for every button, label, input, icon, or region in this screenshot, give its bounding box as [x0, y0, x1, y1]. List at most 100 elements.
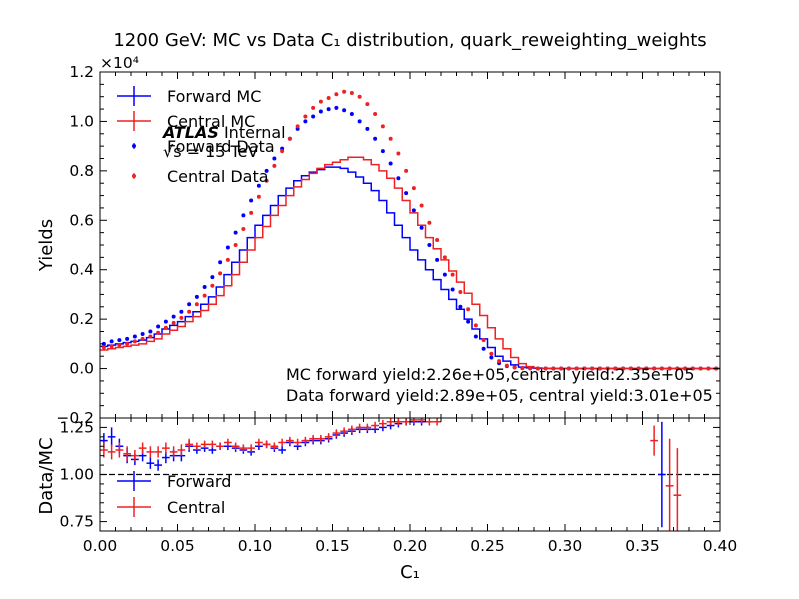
- ratio-y-tick-label: 0.75: [59, 513, 94, 531]
- data-point-central-data: [675, 366, 680, 371]
- data-point-forward-data: [109, 339, 114, 344]
- data-point-forward-data: [132, 334, 137, 339]
- data-point-forward-data: [349, 112, 354, 117]
- data-point-forward-data: [473, 334, 478, 339]
- data-point-forward-data: [202, 285, 207, 290]
- y-offset-label: ×10⁴: [100, 54, 139, 72]
- data-point-forward-data: [357, 119, 362, 124]
- data-point-central-data: [256, 194, 261, 199]
- x-tick-label: 0.35: [625, 537, 660, 555]
- legend-entry-forward: Forward: [117, 471, 231, 491]
- chart-title: 1200 GeV: MC vs Data C₁ distribution, qu…: [113, 30, 706, 51]
- data-point-central-data: [566, 366, 571, 371]
- data-point-central-data: [597, 366, 602, 371]
- data-point-central-data: [419, 203, 424, 208]
- data-point-central-data: [690, 366, 695, 371]
- data-point-central-data: [365, 102, 370, 107]
- legend-entry-central-mc: Central MC: [117, 111, 255, 131]
- data-point-central-data: [117, 343, 122, 348]
- data-point-central-data: [101, 345, 106, 350]
- data-point-central-data: [504, 363, 509, 368]
- data-point-central-data: [497, 359, 502, 364]
- data-point-central-data: [218, 271, 223, 276]
- atlas-label: ATLAS Internal: [161, 123, 286, 142]
- legend-entry-forward-mc: Forward MC: [117, 86, 261, 106]
- data-point-forward-data: [140, 331, 145, 336]
- legend-entry-central-data: Central Data: [132, 167, 269, 186]
- data-point-central-data: [249, 210, 254, 215]
- data-point-central-data: [613, 366, 618, 371]
- data-point-central-data: [652, 366, 657, 371]
- data-point-central-data: [373, 112, 378, 117]
- data-point-forward-data: [125, 336, 130, 341]
- y-tick-label: 1.2: [69, 63, 94, 81]
- data-point-central-data: [334, 92, 339, 97]
- legend-label-central: Central: [167, 498, 225, 517]
- data-point-forward-data: [442, 272, 447, 277]
- data-point-forward-data: [264, 168, 269, 173]
- data-point-central-data: [543, 366, 548, 371]
- data-point-central-data: [233, 243, 238, 247]
- data-point-forward-data: [179, 309, 184, 314]
- x-tick-label: 0.40: [703, 537, 738, 555]
- data-point-forward-data: [334, 105, 339, 110]
- data-point-central-data: [349, 91, 354, 96]
- data-point-central-data: [683, 366, 688, 371]
- data-point-central-data: [194, 302, 199, 307]
- chart-title-text: 1200 GeV: MC vs Data C₁ distribution, qu…: [113, 30, 706, 51]
- legend-ratio: Forward Central: [117, 471, 231, 517]
- data-point-central-data: [582, 366, 587, 371]
- data-point-central-data: [125, 341, 130, 346]
- data-point-forward-data: [163, 319, 168, 324]
- data-point-central-data: [357, 94, 362, 99]
- data-point-central-data: [411, 186, 416, 191]
- data-point-forward-data: [194, 294, 199, 299]
- data-point-central-data: [132, 339, 137, 344]
- data-point-forward-data: [117, 338, 122, 343]
- data-point-forward-data: [450, 287, 455, 292]
- data-yield-annotation: Data forward yield:2.89e+05, central yie…: [286, 386, 713, 405]
- data-point-central-data: [605, 366, 610, 371]
- data-point-forward-data: [318, 109, 323, 114]
- data-point-central-data: [551, 366, 556, 371]
- data-point-forward-data: [256, 183, 261, 188]
- data-point-forward-data: [148, 329, 153, 334]
- data-point-forward-data: [225, 245, 230, 250]
- data-point-central-data: [590, 366, 595, 371]
- x-tick-label: 0.30: [548, 537, 583, 555]
- data-point-central-data: [295, 124, 300, 129]
- data-point-central-data: [659, 366, 664, 371]
- x-tick-label: 0.15: [315, 537, 350, 555]
- data-point-forward-data: [311, 114, 316, 119]
- y-tick-label: 0.6: [69, 211, 94, 229]
- y-tick-label: 0.4: [69, 261, 94, 279]
- data-point-central-data: [171, 320, 176, 325]
- data-point-central-data: [318, 99, 323, 104]
- atlas-internal: Internal: [219, 123, 286, 142]
- legend-label-forward-mc: Forward MC: [167, 87, 261, 106]
- y-tick-label: 0.8: [69, 162, 94, 180]
- data-point-central-data: [559, 366, 564, 371]
- ratio-y-tick-label: 1.00: [59, 466, 94, 484]
- data-point-central-data: [458, 289, 463, 294]
- legend-label-forward: Forward: [167, 472, 231, 491]
- data-point-central-data: [156, 330, 161, 335]
- data-point-central-data: [535, 366, 540, 371]
- data-point-forward-data: [241, 213, 246, 218]
- data-point-central-data: [481, 338, 486, 343]
- data-point-central-data: [272, 163, 277, 168]
- data-point-central-data: [380, 124, 385, 129]
- data-point-central-data: [667, 366, 672, 371]
- y-tick-label: 0.0: [69, 360, 94, 378]
- data-point-central-data: [280, 149, 285, 154]
- data-point-central-data: [202, 293, 207, 298]
- data-point-forward-data: [210, 275, 215, 280]
- ratio-panel-marks: [100, 418, 720, 531]
- y-tick-label: −0.2: [56, 409, 94, 427]
- data-point-forward-data: [489, 355, 494, 360]
- data-point-forward-data: [156, 324, 161, 329]
- data-point-forward-data: [419, 225, 424, 230]
- x-tick-label: 0.10: [238, 537, 273, 555]
- data-point-forward-data: [427, 243, 432, 247]
